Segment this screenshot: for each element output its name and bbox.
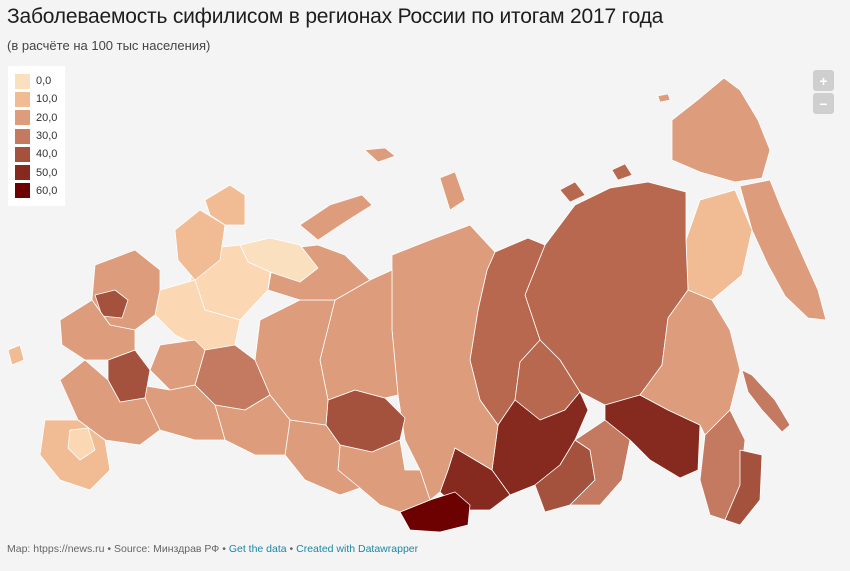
region-orenburg[interactable] [214, 394, 291, 456]
footer-separator: • [222, 543, 226, 555]
region-west[interactable] [59, 299, 136, 361]
legend-item: 50,0 [15, 163, 65, 181]
legend-item: 30,0 [15, 127, 65, 145]
region-magadan[interactable] [685, 189, 753, 301]
region-khabarovsk[interactable] [639, 289, 741, 436]
footer: Map: htpps://news.ru • Source: Минздрав … [7, 543, 418, 555]
zoom-out-button[interactable]: − [813, 93, 834, 114]
page-subtitle: (в расчёте на 100 тыс населения) [7, 38, 211, 53]
region-omsk[interactable] [284, 419, 361, 496]
legend-swatch [15, 110, 30, 126]
legend-label: 40,0 [36, 148, 58, 161]
map-credit: Map: htpps://news.ru [7, 543, 105, 555]
zoom-in-button[interactable]: + [813, 70, 834, 91]
legend-swatch [15, 128, 30, 144]
region-karelia[interactable] [174, 209, 226, 281]
legend-label: 0,0 [36, 75, 52, 88]
legend-item: 10,0 [15, 90, 65, 108]
legend: 0,0 10,0 20,0 30,0 40,0 50,0 60,0 [8, 66, 65, 206]
region-sakhalin[interactable] [741, 369, 791, 433]
region-kaliningrad[interactable] [7, 344, 25, 366]
legend-swatch [15, 91, 30, 107]
page-title: Заболеваемость сифилисом в регионах Росс… [7, 5, 664, 28]
legend-item: 20,0 [15, 109, 65, 127]
legend-label: 60,0 [36, 184, 58, 197]
footer-separator: • [107, 543, 112, 555]
region-stavropol[interactable] [67, 427, 96, 461]
legend-label: 10,0 [36, 93, 58, 106]
region-chukotka[interactable] [671, 77, 771, 183]
region-yamal[interactable] [391, 224, 499, 501]
island-yamal-north[interactable] [439, 171, 466, 211]
russia-map[interactable] [0, 60, 850, 540]
legend-item: 0,0 [15, 72, 65, 90]
island-franz-josef[interactable] [364, 147, 396, 163]
legend-label: 20,0 [36, 111, 58, 124]
legend-label: 30,0 [36, 130, 58, 143]
source-credit: Source: Минздрав РФ [114, 543, 220, 555]
region-jewish-ao[interactable] [724, 449, 763, 526]
legend-swatch [15, 146, 30, 162]
island-wrangel[interactable] [657, 93, 671, 103]
legend-item: 60,0 [15, 182, 65, 200]
legend-item: 40,0 [15, 145, 65, 163]
region-tyva[interactable] [399, 491, 471, 533]
legend-swatch [15, 73, 30, 89]
datawrapper-link[interactable]: Created with Datawrapper [296, 543, 419, 555]
get-data-link[interactable]: Get the data [228, 543, 287, 555]
region-murmansk[interactable] [204, 184, 246, 226]
footer-separator: • [289, 543, 294, 555]
island-novaya-zemlya[interactable] [299, 194, 373, 241]
island-severnaya-zemlya[interactable] [559, 181, 586, 203]
legend-swatch [15, 165, 30, 181]
region-kamchatka[interactable] [739, 179, 827, 321]
legend-label: 50,0 [36, 166, 58, 179]
legend-swatch [15, 183, 30, 199]
island-novosibirsk[interactable] [611, 163, 633, 181]
